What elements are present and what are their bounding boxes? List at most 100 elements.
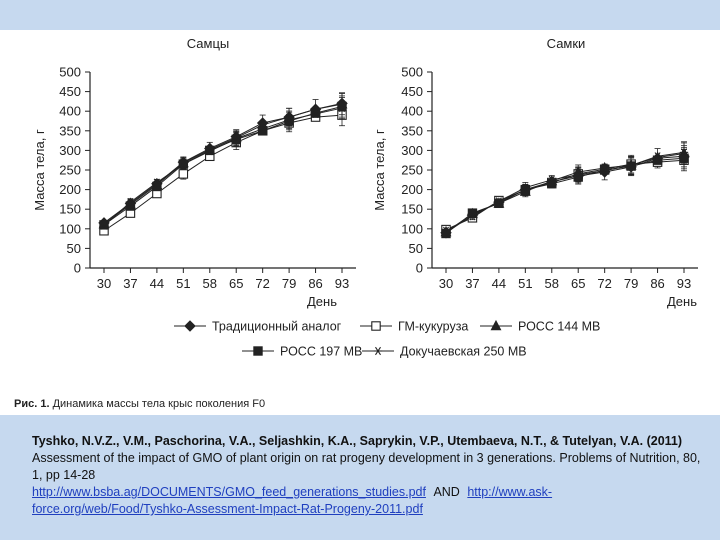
y-tick-label: 500: [401, 65, 423, 80]
x-tick-label: 58: [203, 276, 217, 291]
series-3: [98, 93, 348, 229]
series-line: [103, 114, 343, 232]
x-tick-label: 37: [465, 276, 479, 291]
y-tick-label: 450: [59, 84, 81, 99]
series-line: [103, 103, 343, 225]
y-tick-label: 0: [416, 261, 423, 276]
chart-title: Самки: [547, 36, 586, 51]
figure-caption: Рис. 1. Динамика массы тела крыс поколен…: [14, 398, 265, 410]
data-point: [179, 160, 188, 169]
y-tick-label: 300: [401, 143, 423, 158]
data-point: [152, 178, 162, 187]
y-tick-label: 150: [59, 202, 81, 217]
y-tick-label: 50: [67, 241, 81, 256]
y-axis-label: Масса тела, г: [372, 129, 387, 211]
data-point: [574, 170, 583, 179]
legend-marker: [490, 319, 502, 331]
y-tick-label: 500: [59, 65, 81, 80]
data-point: [468, 212, 477, 221]
data-point: [600, 166, 609, 175]
data-point: [99, 221, 109, 230]
legend-label: ГМ-кукуруза: [398, 320, 468, 334]
x-tick-label: 30: [97, 276, 111, 291]
legend-label: РОСС 144 МВ: [518, 320, 600, 334]
citation-link-askforce[interactable]: http://www.ask-force.org/web/Food/Tyshko…: [32, 485, 553, 516]
series-line: [445, 159, 685, 231]
y-axis-label: Масса тела, г: [32, 129, 47, 211]
citation-block: Tyshko, N.V.Z., V.M., Paschorina, V.A., …: [32, 433, 702, 518]
legend-item: РОСС 144 МВ: [480, 320, 600, 334]
series-line: [445, 157, 685, 234]
chart-title: Самцы: [187, 36, 230, 51]
x-tick-label: 51: [518, 276, 532, 291]
data-point: [441, 226, 451, 235]
legend-item: Традиционный аналог: [174, 320, 342, 334]
x-axis-label: День: [667, 294, 697, 309]
x-tick-label: 51: [176, 276, 190, 291]
legend-marker: [253, 346, 263, 356]
data-point: [178, 169, 189, 179]
data-point: [205, 147, 214, 156]
x-tick-label: 65: [229, 276, 243, 291]
data-point: [547, 175, 556, 184]
chart-males: 0 50 100 150 200 250 300 350 400 450 500 30 37 44 51 58…: [32, 36, 356, 309]
y-tick-label: 100: [59, 221, 81, 236]
x-tick-label: 79: [282, 276, 296, 291]
citation-link-bsba[interactable]: http://www.bsba.ag/DOCUMENTS/GMO_feed_ge…: [32, 485, 426, 499]
legend-marker: [371, 321, 381, 331]
legend-item: РОСС 197 МВ: [242, 345, 362, 359]
series-line: [103, 102, 343, 224]
legend-label: Докучаевская 250 МВ: [400, 345, 527, 359]
series-2: [99, 104, 347, 236]
legend-marker: [373, 346, 383, 356]
x-tick-label: 79: [624, 276, 638, 291]
chart-females: 0 50 100 150 200 250 300 350 400 450 500 30 37 44 51 58…: [372, 36, 698, 309]
series-4: [99, 95, 347, 230]
series-line: [445, 155, 685, 234]
legend: Традиционный аналог ГМ-кукуруза РОСС 144 М…: [174, 320, 600, 359]
series-1: [98, 92, 348, 229]
series-line: [445, 151, 685, 232]
citation-text: Assessment of the impact of GMO of plant…: [32, 451, 701, 482]
x-tick-label: 37: [123, 276, 137, 291]
y-tick-label: 350: [59, 123, 81, 138]
y-tick-label: 200: [59, 182, 81, 197]
series-3: [440, 142, 690, 237]
y-tick-label: 400: [401, 104, 423, 119]
data-point: [126, 198, 135, 207]
citation-and: AND: [433, 485, 460, 499]
y-tick-label: 250: [401, 163, 423, 178]
legend-marker: [184, 320, 196, 332]
data-point: [258, 124, 267, 133]
x-tick-label: 44: [492, 276, 506, 291]
y-tick-label: 350: [401, 123, 423, 138]
legend-item: ГМ-кукуруза: [360, 320, 468, 334]
citation-links: http://www.bsba.ag/DOCUMENTS/GMO_feed_ge…: [32, 484, 702, 518]
series-5: [441, 141, 689, 235]
data-point: [653, 152, 662, 161]
x-tick-label: 86: [308, 276, 322, 291]
series-5: [99, 97, 347, 230]
x-tick-label: 44: [150, 276, 164, 291]
series-line: [103, 106, 343, 226]
x-tick-label: 58: [545, 276, 559, 291]
data-point: [232, 134, 241, 143]
x-axis-label: День: [307, 294, 337, 309]
legend-item: Докучаевская 250 МВ: [362, 345, 527, 359]
y-tick-label: 100: [401, 221, 423, 236]
y-tick-label: 450: [401, 84, 423, 99]
legend-label: Традиционный аналог: [212, 320, 342, 334]
x-tick-label: 65: [571, 276, 585, 291]
x-tick-label: 93: [335, 276, 349, 291]
legend-label: РОСС 197 МВ: [280, 345, 362, 359]
caption-text: Динамика массы тела крыс поколения F0: [53, 398, 266, 410]
y-tick-label: 400: [59, 104, 81, 119]
x-tick-label: 30: [439, 276, 453, 291]
x-tick-label: 93: [677, 276, 691, 291]
series-line: [445, 153, 685, 233]
data-point: [337, 103, 347, 113]
y-tick-label: 0: [74, 261, 81, 276]
series-2: [441, 149, 689, 235]
x-tick-label: 72: [255, 276, 269, 291]
